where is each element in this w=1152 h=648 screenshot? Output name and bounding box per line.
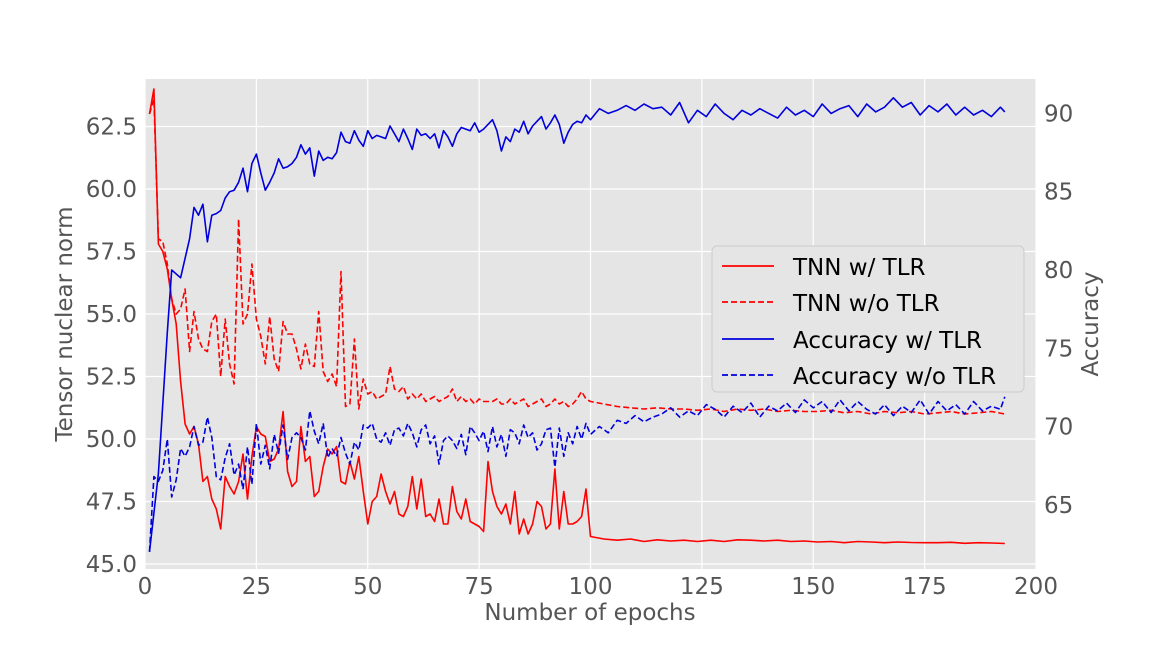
x-tick-label: 25: [242, 574, 271, 600]
x-tick-label: 0: [138, 574, 153, 600]
series-line-0: [148, 88, 1005, 545]
legend-label-accuracy-with-tlr: Accuracy w/ TLR: [793, 328, 982, 354]
y-axis-right-label: Accuracy: [1078, 271, 1104, 376]
y-right-tick-label: 75: [1044, 336, 1073, 362]
x-tick-label: 75: [464, 574, 493, 600]
legend-label-tnn-with-tlr: TNN w/ TLR: [792, 255, 926, 281]
y-left-tick-label: 62.5: [86, 115, 137, 141]
x-tick-label: 50: [353, 574, 382, 600]
x-axis-label: Number of epochs: [484, 600, 695, 626]
gridlines: [144, 79, 1037, 569]
legend: TNN w/ TLR TNN w/o TLR Accuracy w/ TLR A…: [711, 245, 1025, 393]
x-tick-label: 200: [1014, 574, 1058, 600]
y-axis-left-label: Tensor nuclear norm: [52, 207, 78, 443]
y-right-tick-label: 65: [1044, 493, 1073, 519]
y-left-tick-label: 50.0: [86, 427, 137, 453]
y-left-tick-label: 47.5: [86, 490, 137, 516]
legend-label-tnn-without-tlr: TNN w/o TLR: [792, 291, 940, 317]
legend-box: [711, 245, 1025, 393]
x-tick-label: 150: [791, 574, 835, 600]
x-tick-label: 125: [680, 574, 724, 600]
x-tick-label: 100: [569, 574, 613, 600]
tick-labels: 0 25 50 75 100 125 150 175 200 45.0 47.5 50.0 52.5 55…: [86, 101, 1074, 600]
y-right-tick-label: 80: [1044, 258, 1073, 284]
series-lines: [148, 88, 1006, 552]
y-left-tick-label: 45.0: [86, 552, 137, 578]
y-left-tick-label: 52.5: [86, 365, 137, 391]
y-left-tick-label: 57.5: [86, 240, 137, 266]
y-left-tick-label: 55.0: [86, 302, 137, 328]
x-tick-label: 175: [903, 574, 947, 600]
legend-label-accuracy-without-tlr: Accuracy w/o TLR: [793, 364, 996, 390]
y-right-tick-label: 85: [1044, 180, 1073, 206]
series-line-3: [148, 396, 1006, 552]
y-right-tick-label: 90: [1044, 101, 1073, 127]
series-line-2: [148, 97, 1006, 552]
y-left-tick-label: 60.0: [86, 177, 137, 203]
y-right-tick-label: 70: [1044, 415, 1073, 441]
